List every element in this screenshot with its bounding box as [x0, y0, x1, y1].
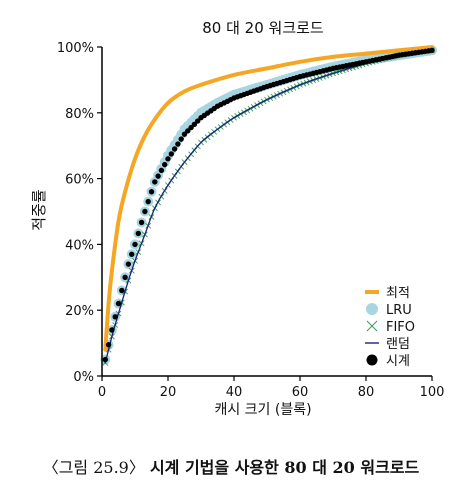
x-tick-label: 100 [420, 385, 445, 400]
x-tick-label: 40 [226, 385, 243, 400]
x-axis-label: 캐시 크기 (블록) [214, 402, 311, 418]
y-tick-label: 60% [65, 173, 94, 188]
x-tick-label: 20 [160, 385, 177, 400]
clock-point [142, 208, 148, 215]
clock-point [138, 219, 145, 226]
x-tick-label: 0 [98, 385, 106, 400]
clock-point [112, 314, 118, 320]
clock-point [195, 118, 201, 124]
caption-text: 시계 기법을 사용한 80 대 20 워크로드 [149, 458, 420, 477]
clock-point [129, 251, 135, 257]
legend-swatch [366, 320, 378, 332]
clock-point [102, 356, 109, 363]
clock-point [175, 141, 181, 147]
clock-point [125, 261, 132, 267]
legend-item: LRU [366, 303, 412, 318]
clock-point [152, 179, 158, 185]
y-tick-label: 0% [73, 370, 94, 385]
legend-swatch [366, 303, 378, 315]
clock-point [178, 136, 184, 142]
y-tick-label: 20% [65, 304, 94, 319]
axes-layer [101, 47, 432, 377]
legend-label: 시계 [386, 354, 410, 369]
series-layer [100, 45, 437, 366]
legend-item: 시계 [366, 354, 410, 369]
figure-caption: 〈그림 25.9〉 시계 기법을 사용한 80 대 20 워크로드 [0, 454, 462, 478]
clock-point [119, 287, 125, 294]
series-dot [102, 47, 435, 363]
legend-label: LRU [386, 303, 412, 318]
y-tick-label: 100% [57, 41, 94, 56]
clock-point [181, 131, 188, 137]
series-thick-line [103, 45, 434, 352]
legend-swatch [366, 354, 378, 366]
caption-label: 〈그림 25.9〉 [42, 458, 145, 477]
legend-item: 최적 [365, 286, 410, 301]
clock-point [148, 189, 155, 195]
clock-point [168, 151, 174, 157]
legend-item: FIFO [366, 320, 415, 335]
clock-point [105, 342, 112, 348]
hit-rate-chart: 80 대 20 워크로드 0 20 40 60 80 100 0% 20% 40% 60% 80% 1… [30, 19, 445, 418]
clock-point [191, 121, 198, 128]
legend-label: 최적 [386, 286, 410, 301]
x-tick-label: 80 [358, 385, 375, 400]
series-x-marker [102, 47, 435, 366]
random-line [104, 49, 433, 364]
clock-point [158, 167, 165, 174]
y-tick-label: 40% [65, 238, 94, 253]
chart-title: 80 대 20 워크로드 [202, 19, 324, 37]
clock-point [162, 161, 168, 168]
series-thin-line [104, 49, 433, 364]
legend-item: 랜덤 [365, 337, 410, 352]
clock-point [165, 156, 171, 162]
x-tick-label: 60 [292, 385, 309, 400]
y-axis-label: 적중률 [30, 189, 48, 231]
clock-point [429, 47, 435, 53]
clock-point [132, 241, 138, 248]
clock-point [135, 230, 141, 237]
clock-point [171, 146, 178, 152]
legend-label: FIFO [386, 320, 415, 335]
clock-point [115, 300, 122, 307]
optimal-line [103, 45, 434, 352]
clock-point [185, 128, 191, 134]
clock-point [155, 173, 161, 179]
ticks-layer: 0 20 40 60 80 100 0% 20% 40% 60% 80% 100% [57, 41, 445, 400]
y-tick-label: 80% [65, 107, 94, 122]
clock-point [109, 327, 115, 333]
clock-point [145, 198, 151, 205]
clock-point [188, 124, 194, 131]
legend-label: 랜덤 [386, 337, 410, 352]
clock-point [122, 274, 128, 280]
